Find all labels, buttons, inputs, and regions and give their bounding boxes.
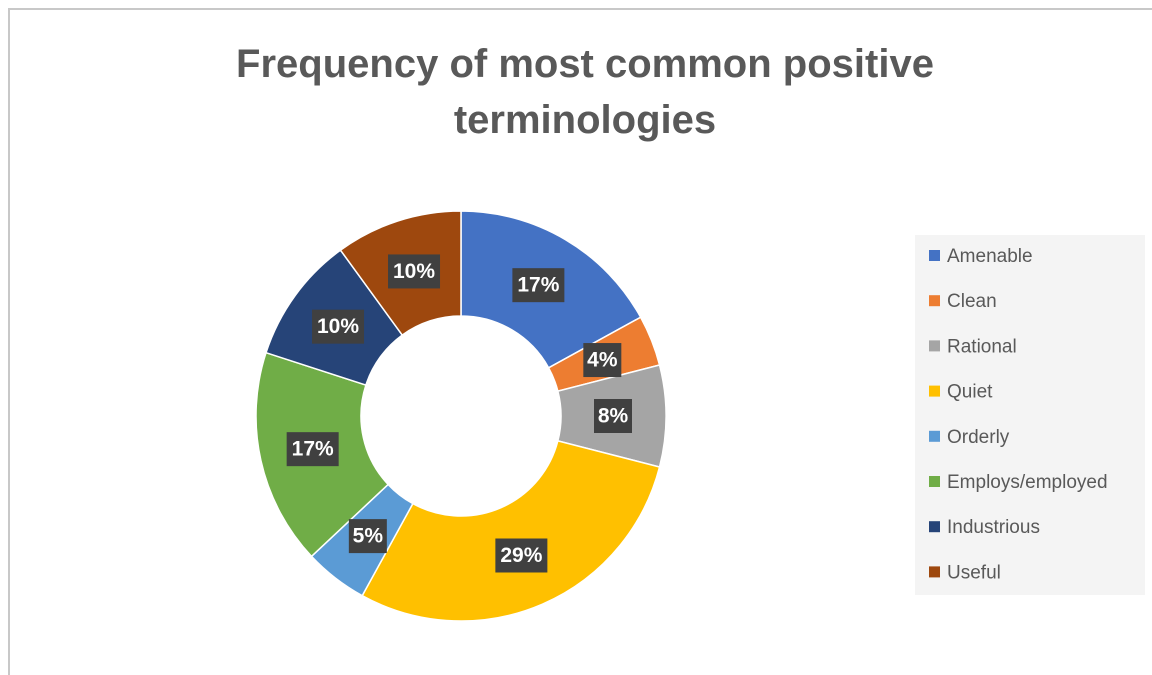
- donut-slice: [361, 439, 661, 622]
- chart-frame: [8, 8, 1152, 675]
- legend-label: Employs/employed: [947, 472, 1108, 493]
- legend-label: Orderly: [947, 427, 1010, 448]
- legend-box: [915, 235, 1145, 595]
- data-label: 4%: [587, 349, 618, 372]
- legend-swatch: [929, 385, 940, 397]
- data-label: 5%: [353, 525, 384, 548]
- legend-swatch: [929, 250, 940, 261]
- chart-title: Frequency of most common positive termin…: [236, 42, 934, 142]
- legend-swatch: [929, 340, 940, 352]
- data-label-box: [594, 399, 632, 433]
- legend-label: Quiet: [947, 382, 993, 403]
- legend-label: Amenable: [947, 246, 1033, 267]
- legend-swatch: [929, 295, 940, 307]
- legend-label: Clean: [947, 291, 997, 312]
- legend-swatch: [929, 476, 940, 487]
- legend-label: Useful: [947, 562, 1001, 583]
- data-label-box: [312, 309, 365, 344]
- data-label-box: [388, 254, 441, 289]
- data-label: 17%: [517, 274, 559, 297]
- data-label: 10%: [317, 315, 359, 338]
- data-label: 29%: [500, 544, 542, 567]
- legend-swatch: [929, 521, 940, 533]
- legend-label: Industrious: [947, 517, 1040, 538]
- legend-swatch: [929, 430, 940, 442]
- data-label: 17%: [292, 438, 334, 461]
- data-label-box: [583, 343, 622, 378]
- data-label-box: [348, 519, 387, 554]
- legend-swatch: [929, 566, 940, 578]
- data-label-box: [512, 268, 565, 303]
- data-label-box: [286, 432, 339, 467]
- legend-label: Rational: [947, 336, 1017, 357]
- data-label-box: [495, 538, 548, 573]
- data-label: 8%: [598, 405, 629, 428]
- data-label: 10%: [393, 260, 435, 283]
